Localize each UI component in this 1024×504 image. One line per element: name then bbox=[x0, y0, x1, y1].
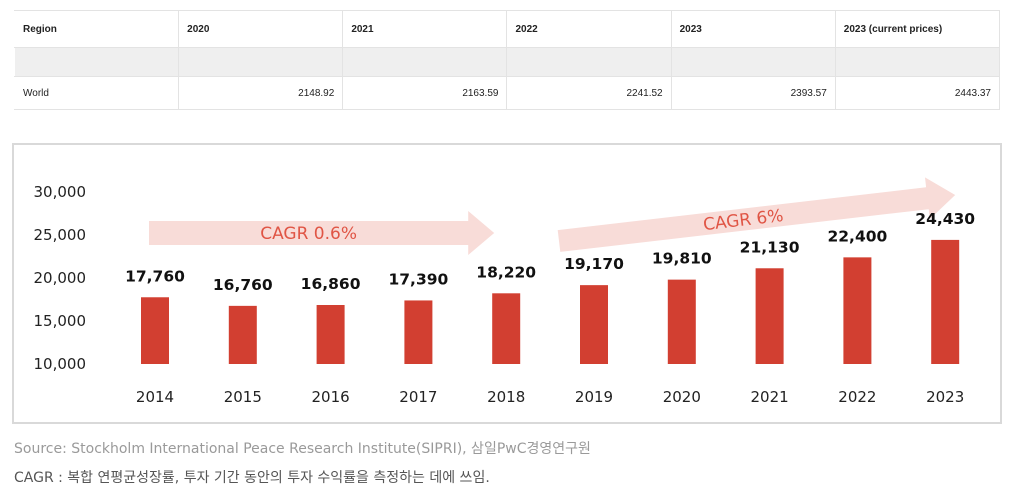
bar bbox=[843, 257, 872, 364]
x-tick-label: 2015 bbox=[224, 388, 262, 406]
y-tick-label: 10,000 bbox=[34, 355, 87, 373]
cagr-label: CAGR 0.6% bbox=[260, 224, 357, 244]
y-tick-label: 30,000 bbox=[34, 183, 87, 201]
table-cell-value: 2148.92 bbox=[178, 76, 344, 110]
cagr-arrow-flat bbox=[149, 211, 495, 255]
table-row: World 2148.92 2163.59 2241.52 2393.57 24… bbox=[13, 76, 1001, 110]
table-cell-value: 2241.52 bbox=[506, 76, 672, 110]
data-table: Region 2020 2021 2022 2023 2023 (current… bbox=[13, 10, 1001, 110]
x-tick-label: 2019 bbox=[575, 388, 613, 406]
data-label: 16,860 bbox=[301, 275, 361, 293]
data-label: 17,390 bbox=[388, 270, 448, 288]
chart-container: 10,000 15,000 20,000 25,000 30,000 CAGR 0.6% C… bbox=[12, 143, 1002, 424]
header-2023-current-prices: 2023 (current prices) bbox=[835, 10, 1001, 48]
table-cell-value: 2163.59 bbox=[342, 76, 508, 110]
header-2020: 2020 bbox=[178, 10, 344, 48]
data-label: 21,130 bbox=[740, 238, 800, 256]
table-row bbox=[13, 47, 1001, 77]
x-tick-label: 2014 bbox=[136, 388, 174, 406]
header-2022: 2022 bbox=[506, 10, 672, 48]
y-tick-label: 20,000 bbox=[34, 269, 87, 287]
cagr-definition-note: CAGR : 복합 연평균성장률, 투자 기간 동안의 투자 수익률을 측정하는… bbox=[14, 470, 490, 486]
header-2023: 2023 bbox=[671, 10, 836, 48]
data-label: 19,170 bbox=[564, 255, 624, 273]
x-tick-label: 2023 bbox=[926, 388, 964, 406]
bar bbox=[228, 305, 257, 364]
table-cell bbox=[506, 47, 672, 77]
data-label: 16,760 bbox=[213, 276, 273, 294]
x-tick-label: 2017 bbox=[399, 388, 437, 406]
bar bbox=[404, 300, 433, 364]
data-label: 24,430 bbox=[915, 210, 975, 228]
source-note: Source: Stockholm International Peace Re… bbox=[14, 441, 591, 457]
data-label: 18,220 bbox=[476, 263, 536, 281]
table-cell bbox=[178, 47, 344, 77]
table-cell bbox=[13, 47, 180, 77]
bar bbox=[141, 297, 169, 364]
x-tick-label: 2022 bbox=[838, 388, 876, 406]
cagr-arrow-rising bbox=[557, 177, 956, 252]
header-2021: 2021 bbox=[342, 10, 508, 48]
table-cell bbox=[835, 47, 1001, 77]
table-cell-value: 2443.37 bbox=[835, 76, 1001, 110]
bar bbox=[316, 305, 345, 364]
bar bbox=[755, 268, 784, 364]
table-cell bbox=[342, 47, 508, 77]
data-label: 19,810 bbox=[652, 250, 712, 268]
x-tick-label: 2021 bbox=[751, 388, 789, 406]
x-tick-label: 2020 bbox=[663, 388, 701, 406]
cagr-label: CAGR 6% bbox=[702, 206, 784, 235]
bar bbox=[931, 239, 960, 364]
y-tick-label: 15,000 bbox=[34, 312, 87, 330]
table-header-row: Region 2020 2021 2022 2023 2023 (current… bbox=[13, 10, 1001, 48]
table-cell-value: 2393.57 bbox=[671, 76, 836, 110]
bar bbox=[492, 293, 521, 364]
header-region: Region bbox=[13, 10, 180, 48]
bar bbox=[667, 279, 696, 364]
data-label: 17,760 bbox=[125, 267, 185, 285]
table-cell bbox=[671, 47, 836, 77]
bar bbox=[580, 285, 608, 364]
data-label: 22,400 bbox=[827, 227, 887, 245]
table-cell-region: World bbox=[13, 76, 180, 110]
x-tick-label: 2016 bbox=[312, 388, 350, 406]
y-tick-label: 25,000 bbox=[34, 226, 87, 244]
x-tick-label: 2018 bbox=[487, 388, 525, 406]
bar-chart: 10,000 15,000 20,000 25,000 30,000 CAGR 0.6% C… bbox=[34, 177, 975, 406]
